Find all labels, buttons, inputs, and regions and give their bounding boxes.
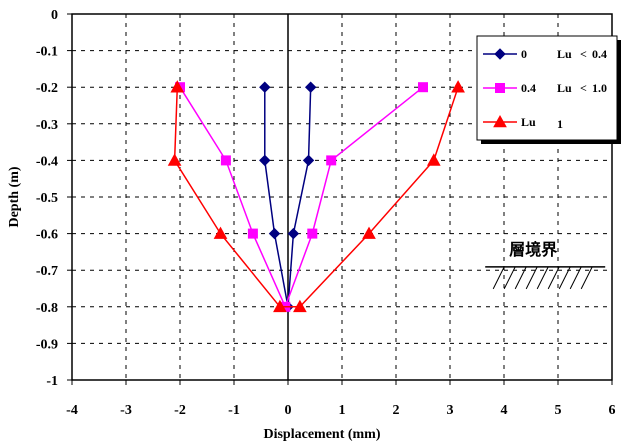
y-tick-label: -0.5 [36, 191, 58, 206]
hatch-stroke [580, 266, 593, 290]
y-tick-label: -0.1 [36, 45, 58, 60]
data-point-square [418, 82, 428, 93]
data-point-square [307, 228, 318, 239]
hatch-stroke [492, 266, 505, 290]
y-tick-label: -0.6 [36, 228, 58, 243]
y-tick-label: -0.2 [36, 81, 58, 96]
x-tick-label: 0 [285, 403, 292, 418]
legend-marker-diamond [494, 48, 506, 60]
legend-value-high: 1 [557, 117, 563, 131]
data-point-diamond [287, 227, 300, 240]
hatch-stroke [569, 266, 582, 290]
x-axis-label: Displacement (mm) [263, 427, 380, 442]
y-tick-label: -0.7 [36, 264, 58, 279]
data-point-diamond [259, 154, 271, 167]
data-point-square [326, 155, 337, 166]
data-point-triangle [213, 226, 228, 239]
legend-value-high: 1.0 [592, 81, 607, 95]
y-tick-label: -0.3 [36, 118, 58, 133]
hatch-stroke [547, 266, 560, 290]
x-tick-label: -3 [120, 403, 132, 418]
data-point-diamond [259, 81, 271, 93]
series-line-triangle [173, 86, 459, 308]
data-point-square [247, 228, 258, 239]
data-point-triangle [451, 80, 465, 93]
y-tick-label: -1 [46, 374, 58, 389]
x-tick-label: 4 [501, 403, 508, 418]
data-point-diamond [268, 227, 281, 240]
x-tick-label: 5 [555, 403, 562, 418]
x-tick-label: 6 [609, 403, 616, 418]
data-point-diamond [304, 81, 317, 93]
legend-value-high: 0.4 [592, 47, 607, 61]
x-tick-label: -1 [228, 403, 240, 418]
layer-boundary-annotation: 層境界 [485, 240, 606, 290]
hatch-stroke [536, 266, 549, 290]
x-tick-label: 2 [393, 403, 400, 418]
ground-hatch-icon [485, 266, 606, 290]
data-point-triangle [293, 299, 307, 313]
data-point-diamond [302, 154, 315, 167]
legend-lu-text: Lu [557, 47, 572, 61]
data-point-triangle [167, 153, 182, 166]
y-axis-label: Depth (m) [7, 166, 22, 227]
series-group [167, 80, 465, 313]
legend-value-low: 0.4 [521, 81, 536, 95]
hatch-stroke [503, 266, 516, 290]
data-point-triangle [170, 80, 185, 93]
data-point-triangle [362, 226, 376, 239]
x-tick-label: -2 [174, 403, 186, 418]
legend-marker-square [495, 83, 505, 93]
legend: 0 Lu <0.4 0.4 Lu <1.0 Lu 1 [476, 35, 621, 144]
data-point-triangle [426, 153, 441, 166]
legend-lu-text: Lu [557, 81, 572, 95]
data-point-square [220, 155, 231, 166]
layer-boundary-label: 層境界 [509, 240, 557, 259]
series-triangle [167, 80, 465, 313]
hatch-stroke [514, 266, 527, 290]
x-tick-label: 1 [339, 403, 346, 418]
y-tick-label: -0.4 [36, 154, 58, 169]
legend-marker-triangle [493, 114, 507, 128]
legend-operator: < [580, 47, 587, 61]
tick-labels: -4 -3 -2 -1 0 1 2 3 4 5 6 0 -0.1 -0.2 -0.3 -0.4 -0.5 -0.6… [36, 8, 616, 418]
x-tick-label: -4 [66, 403, 78, 418]
y-tick-label: 0 [51, 8, 58, 23]
hatch-stroke [558, 266, 571, 290]
legend-operator: < [580, 81, 587, 95]
y-tick-label: -0.8 [36, 301, 58, 316]
hatch-stroke [525, 266, 538, 290]
legend-value-low: 0 [521, 47, 527, 61]
x-tick-label: 3 [447, 403, 454, 418]
y-tick-label: -0.9 [36, 337, 58, 352]
data-point-triangle [273, 299, 287, 313]
legend-lu-text: Lu [521, 115, 536, 129]
